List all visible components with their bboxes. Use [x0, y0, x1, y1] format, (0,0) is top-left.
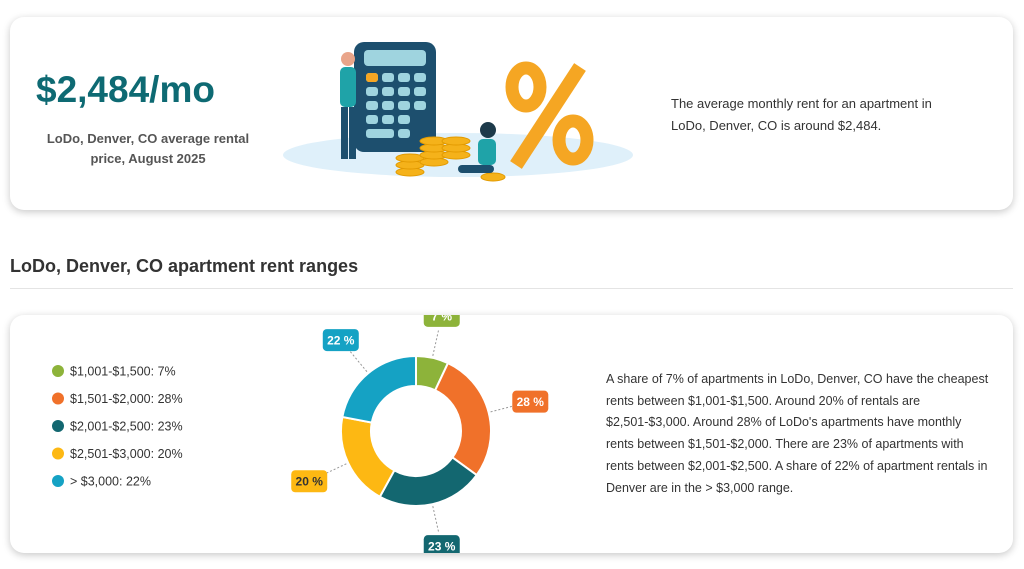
legend-marker	[52, 392, 64, 405]
divider	[10, 288, 1013, 289]
value-label: 20 %	[296, 475, 324, 489]
donut-slice	[433, 361, 492, 477]
leader-line	[490, 404, 517, 413]
value-label-box	[423, 535, 460, 553]
legend-label: $2,001-$2,500: 23%	[70, 420, 183, 434]
chart-description: A share of 7% of apartments in LoDo, Den…	[606, 372, 989, 495]
chart-card: 7 % $1,001-$1,500: 7% 28 % $1,501-$2,000: 2…	[10, 315, 1013, 553]
leader-line	[349, 350, 368, 372]
value-label-box	[423, 315, 460, 327]
value-label-box	[322, 329, 359, 352]
summary-text: The average monthly rent for an apartmen…	[671, 96, 932, 133]
leader-line	[432, 329, 440, 356]
value-label: 23 %	[428, 540, 456, 553]
section-title: LoDo, Denver, CO apartment rent ranges	[10, 256, 359, 276]
value-label: 7 %	[431, 315, 452, 323]
illustration	[283, 42, 633, 182]
average-price: $2,484/mo	[36, 69, 215, 110]
legend-label: > $3,000: 22%	[70, 475, 151, 489]
leader-line	[432, 506, 440, 533]
legend-marker	[52, 365, 64, 377]
legend-marker	[52, 420, 64, 432]
donut-slice	[340, 415, 396, 499]
value-label: 22 %	[327, 334, 355, 348]
donut-slice	[378, 456, 479, 507]
legend-label: $1,501-$2,000: 28%	[70, 392, 183, 406]
legend-label: $2,501-$3,000: 20%	[70, 447, 183, 461]
price-caption: LoDo, Denver, CO average rental price, A…	[46, 131, 250, 166]
value-label: 28 %	[517, 395, 545, 409]
donut-chart: 7 % $1,001-$1,500: 7% 28 % $1,501-$2,000: 2…	[52, 315, 549, 553]
summary-card: $2,484/mo LoDo, Denver, CO average renta…	[10, 17, 1013, 210]
value-label-box	[512, 390, 549, 413]
legend-label: $1,001-$1,500: 7%	[70, 365, 176, 379]
legend-marker	[52, 447, 64, 460]
value-label-box	[291, 470, 328, 493]
donut-slice	[341, 354, 417, 424]
legend-marker	[52, 475, 64, 487]
leader-line	[321, 463, 347, 476]
